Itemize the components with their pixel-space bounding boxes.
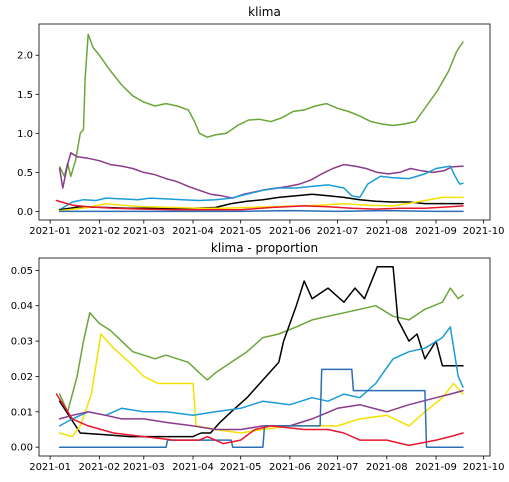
y-tick-label: 1.5 [17,90,33,101]
plot-area-frame [38,257,491,457]
x-tick-label: 2021-10 [463,462,505,473]
chart-title: klima - proportion [211,241,318,255]
y-tick-label: 0.02 [11,372,33,383]
x-tick-label: 2021-03 [123,226,165,237]
x-tick-label: 2021-04 [172,462,214,473]
series-line-1 [58,287,464,413]
y-tick-label: 0.01 [11,407,33,418]
series-line-7 [55,393,464,447]
x-tick-label: 2021-07 [317,226,359,237]
x-tick-label: 2021-04 [172,226,214,237]
chart-title: klima [248,5,281,19]
chart-panel-klima: klima 2021-01 2021-02 2021-03 2021-04 2021-05… [17,5,504,237]
plot-area-frame [38,23,491,221]
y-tick-label: 2.0 [17,51,33,62]
x-tick-label: 2021-05 [220,462,262,473]
series-line-4 [58,193,464,211]
x-tick-label: 2021-02 [78,462,120,473]
x-tick-label: 2021-10 [463,226,505,237]
x-tick-label: 2021-06 [269,462,311,473]
y-tick-label: 1.0 [17,129,33,140]
series-line-5 [58,389,464,431]
series-line-2 [58,266,464,438]
series-line-3 [58,165,464,211]
x-tick-label: 2021-09 [415,462,457,473]
x-tick-label: 2021-06 [269,226,311,237]
x-tick-label: 2021-08 [366,462,408,473]
x-tick-label: 2021-03 [123,462,165,473]
series-line-3 [58,333,464,438]
y-tick-label: 0.5 [17,168,33,179]
series-line-6 [55,199,464,211]
y-tick-label: 0.04 [11,301,33,312]
x-tick-label: 2021-07 [317,462,359,473]
x-tick-label: 2021-05 [220,226,262,237]
x-tick-label: 2021-09 [415,226,457,237]
x-tick-label: 2021-08 [366,226,408,237]
series-line-1 [58,33,464,178]
y-tick-label: 0.03 [11,337,33,348]
y-tick-label: 0.05 [11,266,33,277]
chart-panel-klima-proportion: klima - proportion 2021-01 2021-02 2021-03 2… [11,241,505,473]
x-tick-label: 2021-02 [78,226,120,237]
series-line-4 [58,326,464,427]
series-line-7 [58,209,464,213]
y-tick-label: 0.00 [11,443,33,454]
x-tick-label: 2021-01 [29,226,71,237]
series-line-5 [58,196,464,212]
y-tick-label: 0.0 [17,207,33,218]
x-tick-label: 2021-01 [29,462,71,473]
